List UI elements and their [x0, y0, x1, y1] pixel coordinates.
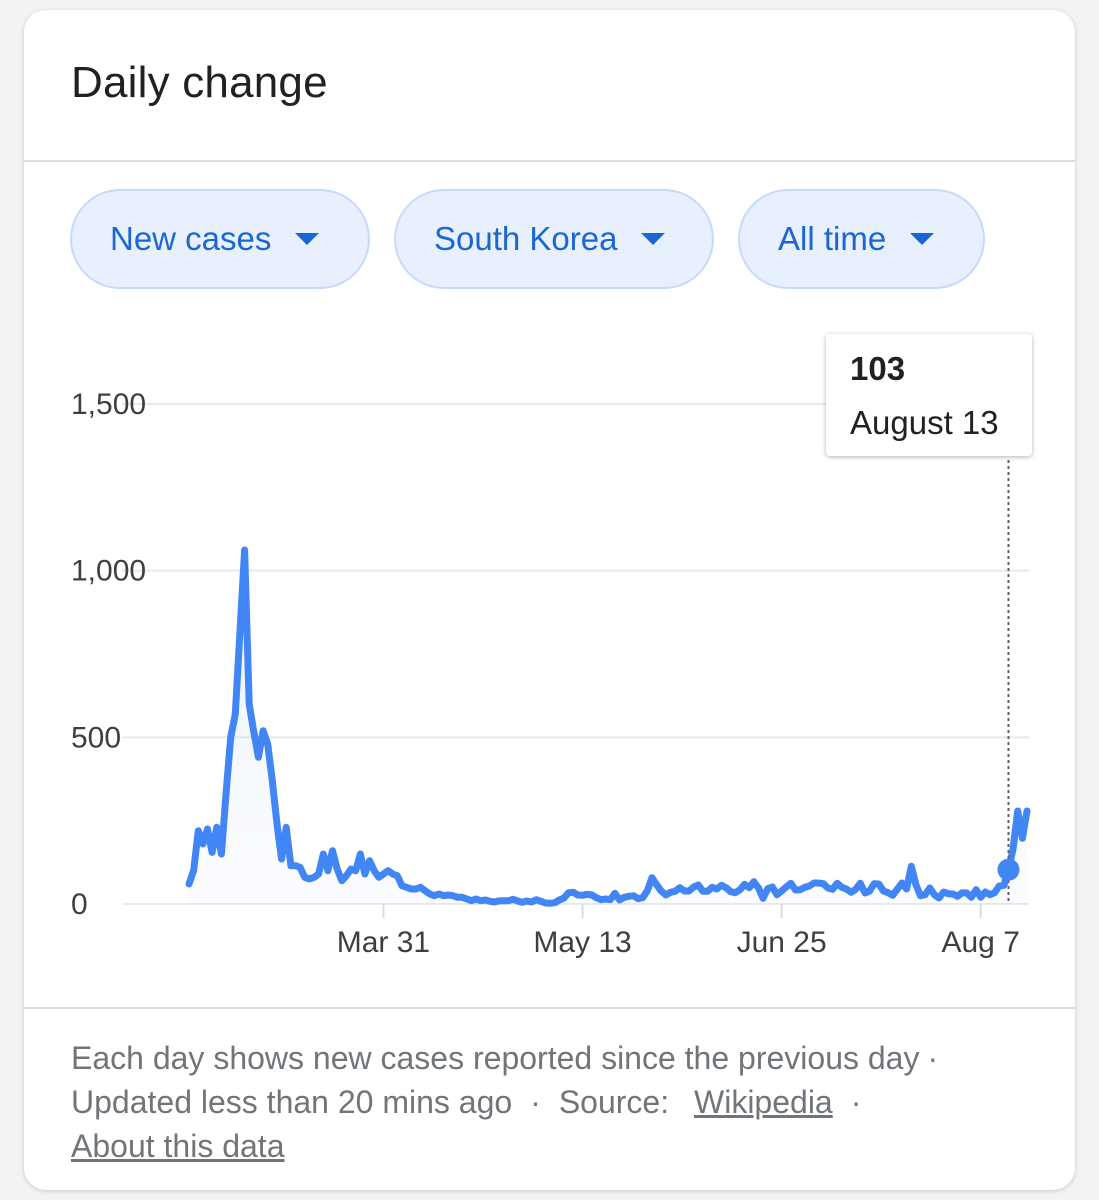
highlight-point[interactable]	[997, 858, 1020, 881]
series-area	[189, 550, 1027, 904]
daily-cases-chart[interactable]: 0 500 1,000 1,500 Mar 31 May 13 Jun 25 Aug 7	[24, 310, 1075, 990]
x-tick-label: Mar 31	[337, 926, 430, 959]
daily-change-card: Daily change New cases South Korea All t…	[24, 10, 1075, 1190]
separator-dot: ·	[530, 1084, 541, 1120]
metric-dropdown-label: New cases	[110, 220, 272, 257]
metric-dropdown[interactable]: New cases	[70, 189, 370, 289]
region-dropdown[interactable]: South Korea	[394, 189, 714, 289]
about-data-link[interactable]: About this data	[71, 1128, 285, 1164]
wikipedia-source-link[interactable]: Wikipedia	[694, 1084, 833, 1120]
caret-down-icon	[295, 233, 320, 245]
chart-tooltip: 103 August 13	[826, 334, 1032, 456]
y-tick-label: 500	[71, 721, 121, 754]
footer-source-label: Source:	[558, 1084, 670, 1120]
footer-updated: Updated less than 20 mins ago	[71, 1084, 513, 1120]
separator-dot: ·	[927, 1040, 939, 1076]
region-dropdown-label: South Korea	[434, 220, 618, 257]
x-tick-label: Jun 25	[737, 926, 827, 959]
separator-dot: ·	[850, 1084, 862, 1120]
y-tick-label: 1,500	[71, 388, 146, 421]
y-tick-label: 1,000	[71, 555, 146, 588]
header-divider	[24, 160, 1075, 162]
chart-footer: Each day shows new cases reported since …	[71, 1036, 1031, 1168]
card-title: Daily change	[71, 58, 328, 107]
caret-down-icon	[641, 233, 666, 245]
caret-down-icon	[910, 233, 935, 245]
x-tick-label: Aug 7	[941, 926, 1019, 959]
time-range-dropdown-label: All time	[778, 220, 887, 257]
tooltip-date: August 13	[850, 404, 999, 441]
footer-description: Each day shows new cases reported since …	[71, 1040, 920, 1076]
tooltip-value: 103	[850, 350, 906, 387]
series-line	[185, 546, 1031, 907]
y-tick-label: 0	[71, 888, 88, 921]
footer-divider	[24, 1007, 1075, 1009]
x-tick-label: May 13	[533, 926, 631, 959]
time-range-dropdown[interactable]: All time	[738, 189, 985, 289]
